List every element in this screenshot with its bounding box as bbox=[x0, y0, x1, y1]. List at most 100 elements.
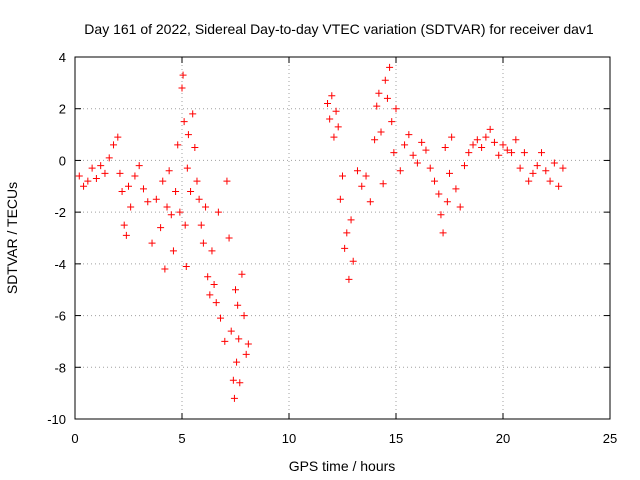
data-point-marker bbox=[221, 337, 229, 345]
data-point-marker bbox=[448, 133, 456, 141]
data-point-marker bbox=[460, 162, 468, 170]
data-point-marker bbox=[229, 376, 237, 384]
data-point-marker bbox=[469, 141, 477, 149]
data-point-marker bbox=[178, 84, 186, 92]
data-point-marker bbox=[230, 394, 238, 402]
data-point-marker bbox=[127, 203, 135, 211]
data-point-marker bbox=[187, 187, 195, 195]
data-point-marker bbox=[550, 159, 558, 167]
y-tick-label: 2 bbox=[59, 102, 66, 117]
data-point-marker bbox=[328, 92, 336, 100]
data-point-marker bbox=[508, 149, 516, 157]
data-point-marker bbox=[105, 154, 113, 162]
data-point-marker bbox=[169, 247, 177, 255]
data-point-marker bbox=[486, 125, 494, 133]
data-point-marker bbox=[495, 151, 503, 159]
data-point-marker bbox=[206, 291, 214, 299]
data-point-marker bbox=[131, 172, 139, 180]
data-point-marker bbox=[347, 216, 355, 224]
y-axis-label: SDTVAR / TECUs bbox=[4, 182, 20, 294]
data-point-marker bbox=[379, 180, 387, 188]
data-point-marker bbox=[181, 221, 189, 229]
data-point-marker bbox=[529, 169, 537, 177]
data-point-marker bbox=[101, 169, 109, 177]
data-point-marker bbox=[542, 167, 550, 175]
data-point-marker bbox=[139, 185, 147, 193]
y-tick-label: 4 bbox=[59, 50, 66, 65]
data-point-marker bbox=[396, 167, 404, 175]
data-point-marker bbox=[439, 229, 447, 237]
data-point-marker bbox=[244, 340, 252, 348]
x-tick-label: 10 bbox=[282, 431, 296, 446]
data-point-marker bbox=[240, 312, 248, 320]
data-point-marker bbox=[236, 379, 244, 387]
data-point-marker bbox=[422, 146, 430, 154]
data-point-marker bbox=[210, 281, 218, 289]
data-point-marker bbox=[114, 133, 122, 141]
data-point-marker bbox=[225, 234, 233, 242]
data-point-marker bbox=[120, 221, 128, 229]
data-point-marker bbox=[235, 335, 243, 343]
data-point-marker bbox=[212, 299, 220, 307]
data-point-marker bbox=[452, 185, 460, 193]
plot-frame bbox=[74, 56, 611, 420]
data-point-marker bbox=[135, 162, 143, 170]
data-points bbox=[75, 63, 567, 402]
data-point-marker bbox=[366, 198, 374, 206]
data-point-marker bbox=[122, 231, 130, 239]
data-point-marker bbox=[202, 203, 210, 211]
data-point-marker bbox=[490, 138, 498, 146]
data-point-marker bbox=[334, 123, 342, 131]
data-point-marker bbox=[161, 265, 169, 273]
data-point-marker bbox=[375, 89, 383, 97]
data-point-marker bbox=[330, 133, 338, 141]
y-tick-label: -10 bbox=[47, 412, 66, 427]
data-point-marker bbox=[324, 100, 332, 108]
data-point-marker bbox=[80, 182, 88, 190]
data-point-marker bbox=[546, 177, 554, 185]
data-point-marker bbox=[193, 177, 201, 185]
data-point-marker bbox=[234, 301, 242, 309]
x-tick-label: 15 bbox=[389, 431, 403, 446]
data-point-marker bbox=[388, 118, 396, 126]
data-point-marker bbox=[339, 172, 346, 180]
data-point-marker bbox=[197, 221, 205, 229]
data-point-marker bbox=[559, 164, 567, 172]
data-point-marker bbox=[353, 167, 361, 175]
x-tick-label: 25 bbox=[603, 431, 617, 446]
data-point-marker bbox=[183, 164, 191, 172]
data-point-marker bbox=[390, 149, 398, 157]
data-point-marker bbox=[148, 239, 156, 247]
data-point-marker bbox=[182, 262, 190, 270]
data-point-marker bbox=[516, 164, 524, 172]
x-axis-label: GPS time / hours bbox=[289, 458, 396, 474]
data-point-marker bbox=[383, 94, 391, 102]
data-point-marker bbox=[172, 187, 180, 195]
data-point-marker bbox=[349, 257, 357, 265]
data-point-marker bbox=[326, 115, 334, 123]
data-point-marker bbox=[512, 136, 520, 144]
data-point-marker bbox=[358, 182, 366, 190]
data-point-marker bbox=[386, 63, 394, 71]
data-point-marker bbox=[195, 195, 203, 203]
data-point-marker bbox=[405, 131, 413, 139]
data-point-marker bbox=[157, 224, 165, 232]
data-point-marker bbox=[84, 177, 92, 185]
data-point-marker bbox=[232, 286, 239, 294]
data-point-marker bbox=[437, 211, 445, 219]
data-point-marker bbox=[446, 169, 453, 177]
data-point-marker bbox=[336, 195, 344, 203]
data-point-marker bbox=[332, 107, 340, 115]
data-point-marker bbox=[555, 182, 563, 190]
data-point-marker bbox=[118, 187, 126, 195]
data-point-marker bbox=[478, 144, 486, 151]
data-point-marker bbox=[92, 175, 100, 183]
data-point-marker bbox=[503, 146, 511, 154]
data-point-marker bbox=[116, 169, 124, 177]
data-point-marker bbox=[214, 208, 222, 216]
data-point-marker bbox=[371, 136, 379, 144]
data-point-marker bbox=[238, 270, 246, 278]
data-point-marker bbox=[520, 149, 528, 157]
